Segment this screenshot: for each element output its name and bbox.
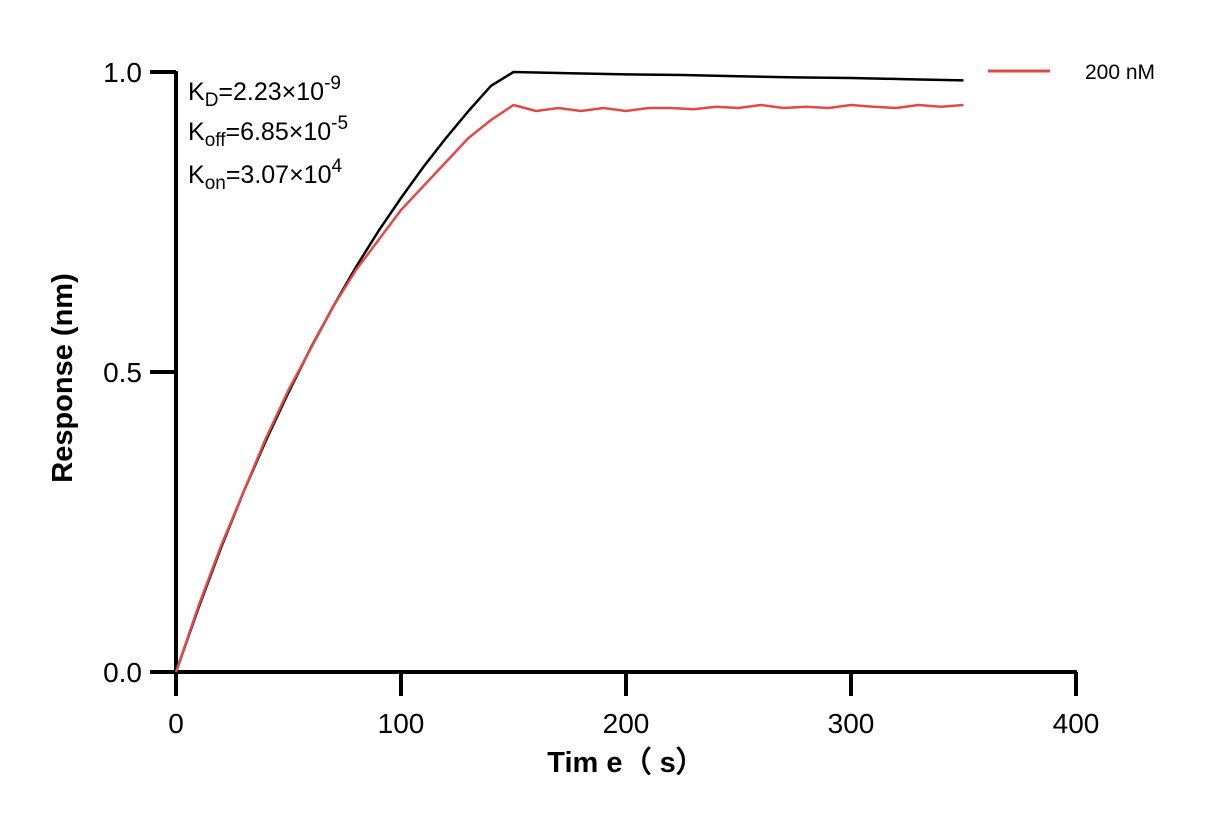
y-ticks: 0.0 0.5 1.0 xyxy=(103,57,176,688)
x-tick-label: 400 xyxy=(1053,708,1100,739)
legend: 200 nM xyxy=(988,61,1155,84)
koff-annotation: Koff=6.85×10-5 xyxy=(188,113,348,151)
kon-annotation: Kon=3.07×104 xyxy=(188,156,343,194)
y-tick-label: 1.0 xyxy=(103,57,142,88)
y-tick-label: 0.0 xyxy=(103,657,142,688)
series-layer xyxy=(174,70,964,673)
x-axis-title: Tim e（ s） xyxy=(547,746,704,779)
series-line-200nm xyxy=(174,103,964,673)
x-tick-label: 200 xyxy=(603,708,650,739)
y-tick-label: 0.5 xyxy=(103,357,142,388)
x-tick-label: 100 xyxy=(378,708,425,739)
x-tick-label: 0 xyxy=(168,708,184,739)
x-tick-label: 300 xyxy=(828,708,875,739)
x-ticks: 0 100 200 300 400 xyxy=(168,672,1099,739)
kd-annotation: KD=2.23×10-9 xyxy=(188,73,341,111)
y-axis-title: Response (nm) xyxy=(47,273,79,482)
legend-label-200nm: 200 nM xyxy=(1085,61,1155,84)
